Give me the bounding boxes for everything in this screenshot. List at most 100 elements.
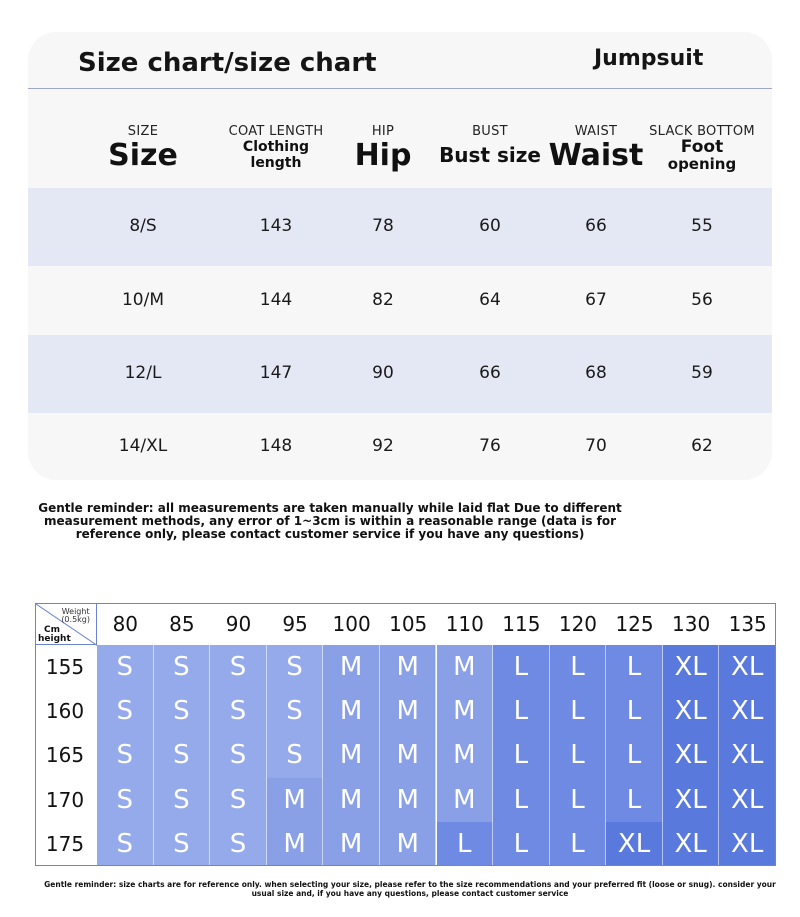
size-cell: M — [323, 821, 380, 866]
weight-header: 115 — [502, 612, 541, 636]
size-cell: S — [210, 777, 267, 822]
table-cell: 66 — [585, 216, 607, 236]
table-cell: 82 — [372, 289, 394, 310]
size-cell: M — [379, 777, 437, 822]
table-cell: 59 — [691, 363, 713, 383]
size-cell: S — [210, 689, 267, 734]
column-header-big: Size — [108, 138, 178, 173]
size-cell: XL — [662, 821, 720, 866]
column-header-big: Hip — [354, 138, 412, 173]
table-cell: 90 — [372, 363, 394, 383]
table-cell: 14/XL — [118, 435, 168, 456]
weight-header: 120 — [558, 612, 598, 636]
size-cell: S — [153, 821, 211, 866]
table-cell: 62 — [691, 435, 713, 456]
size-cell: XL — [662, 645, 720, 690]
weight-header: 90 — [225, 612, 252, 636]
size-cell: M — [266, 821, 324, 866]
column-header-big: Waist — [548, 138, 644, 173]
size-cell: S — [266, 689, 324, 734]
size-cell: XL — [719, 777, 776, 822]
column-header-0: SIZE Size — [85, 124, 201, 173]
size-cell: M — [323, 777, 380, 822]
column-header-small: HIP — [371, 124, 395, 139]
size-cell: S — [97, 733, 154, 778]
size-cell: S — [153, 733, 211, 778]
size-cell: XL — [719, 689, 776, 734]
chart-title: Size chart/size chart — [78, 48, 377, 78]
column-header-small: SIZE — [127, 124, 159, 139]
weight-header: 135 — [728, 612, 767, 636]
column-header-big: Bust size — [439, 143, 541, 167]
size-cell: M — [436, 777, 494, 822]
table-row: 12/L 147 90 66 68 59 — [28, 335, 772, 413]
weight-header: 85 — [169, 612, 195, 636]
table-cell: 70 — [585, 435, 607, 456]
size-cell: M — [379, 689, 437, 734]
column-header-big-2: length — [250, 155, 302, 171]
table-cell: 148 — [259, 435, 293, 456]
table-cell: 68 — [585, 363, 607, 383]
table-cell: 66 — [479, 363, 501, 383]
size-cell: S — [210, 645, 267, 690]
table-cell: 92 — [372, 435, 394, 456]
size-cell: L — [436, 821, 494, 866]
weight-height-grid: Weight (0.5kg) Cm height 80 85 90 95 100 105 1… — [35, 603, 776, 866]
height-label: 165 — [45, 743, 85, 768]
size-cell: M — [379, 821, 437, 866]
column-header-big-1: Clothing — [242, 139, 310, 155]
table-cell: 144 — [259, 289, 293, 310]
size-cell: L — [493, 821, 550, 866]
size-cell: S — [97, 645, 154, 690]
corner-height-label: Cm height — [38, 626, 71, 644]
size-cell: L — [549, 777, 607, 822]
size-cell: L — [549, 821, 607, 866]
table-cell: 8/S — [129, 216, 157, 236]
size-cell: S — [153, 645, 211, 690]
column-header-small: BUST — [472, 124, 508, 139]
size-cell: L — [493, 689, 550, 734]
height-label: 170 — [45, 787, 85, 812]
corner-height-line2: height — [38, 634, 71, 644]
column-header-3: BUST Bust size — [432, 124, 548, 167]
size-cell: L — [493, 777, 550, 822]
size-cell: L — [606, 733, 663, 778]
size-cell: S — [97, 777, 154, 822]
column-header-small: WAIST — [574, 124, 618, 139]
table-cell: 10/M — [121, 289, 165, 310]
header-divider — [28, 88, 772, 89]
table-cell: 78 — [372, 216, 394, 236]
size-cell: S — [210, 821, 267, 866]
corner-weight-line2: (0.5kg) — [61, 615, 90, 624]
size-cell: M — [323, 733, 380, 778]
weight-header: 130 — [672, 612, 711, 636]
size-cell: XL — [719, 733, 776, 778]
corner-height-line1: Cm — [44, 625, 60, 635]
size-cell: M — [379, 733, 437, 778]
size-cell: S — [266, 733, 324, 778]
product-name: Jumpsuit — [594, 46, 704, 71]
table-cell: 55 — [691, 216, 713, 236]
table-row: 8/S 143 78 60 66 55 — [28, 188, 772, 266]
card-header: Size chart/size chart Jumpsuit — [28, 32, 772, 88]
corner-diagonal — [36, 604, 98, 646]
size-cell: S — [97, 689, 154, 734]
table-cell: 76 — [479, 435, 501, 456]
height-label: 155 — [45, 655, 85, 679]
size-cell: S — [153, 777, 211, 822]
table-row: 14/XL 148 92 76 70 62 — [28, 413, 772, 480]
column-header-2: HIP Hip — [325, 124, 441, 173]
size-cell: M — [379, 645, 437, 690]
height-label: 160 — [45, 699, 85, 724]
size-cell: L — [493, 645, 550, 690]
column-header-small: COAT LENGTH — [228, 124, 324, 139]
size-cell: L — [606, 777, 663, 822]
table-cell: 12/L — [124, 363, 162, 383]
table-cell: 60 — [479, 216, 501, 236]
size-cell: S — [97, 821, 154, 866]
size-cell: XL — [719, 821, 776, 866]
size-cell: L — [493, 733, 550, 778]
column-header-1: COAT LENGTH Clothing length — [218, 124, 334, 171]
size-cell: M — [323, 689, 380, 734]
size-cell: M — [436, 733, 494, 778]
